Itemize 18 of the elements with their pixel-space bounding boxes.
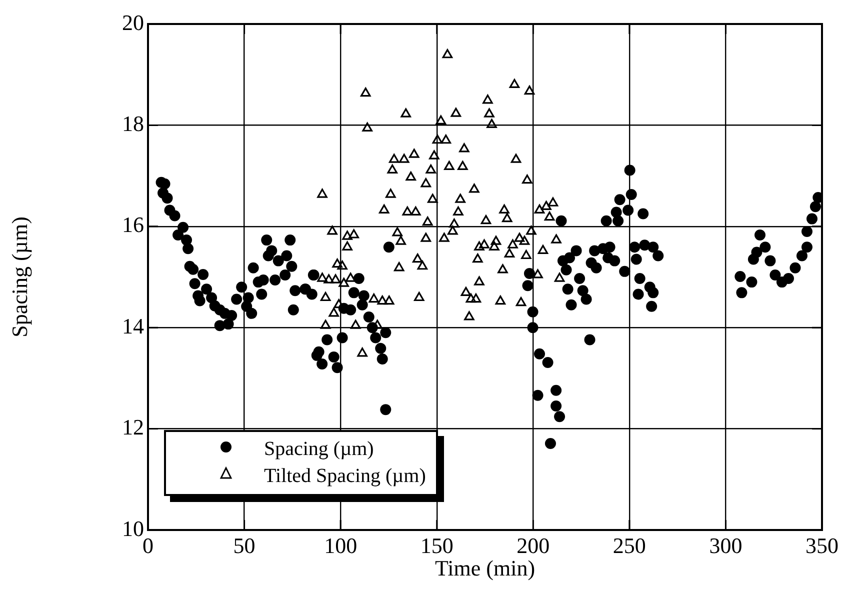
x-tick-label: 250: [612, 532, 646, 558]
x-tick-label: 200: [516, 532, 550, 558]
x-tick-label: 100: [324, 532, 358, 558]
y-tick-label: 20: [122, 10, 144, 35]
legend-label: Tilted Spacing (µm): [264, 465, 426, 488]
x-tick-label: 350: [806, 532, 838, 558]
x-tick-label: 0: [142, 532, 154, 558]
y-tick-label: 16: [122, 212, 144, 238]
x-tick-label: 50: [233, 532, 256, 558]
x-tick-label: 150: [420, 532, 454, 558]
x-axis-title: Time (min): [434, 556, 536, 581]
y-tick-label: 10: [122, 516, 144, 541]
legend-label: Spacing (µm): [264, 438, 374, 461]
y-tick-label: 12: [122, 414, 144, 440]
y-tick-label: 14: [122, 313, 144, 338]
x-tick-label: 300: [709, 532, 742, 558]
y-axis-title: Spacing (µm): [6, 216, 32, 338]
y-tick-label: 18: [122, 110, 144, 136]
